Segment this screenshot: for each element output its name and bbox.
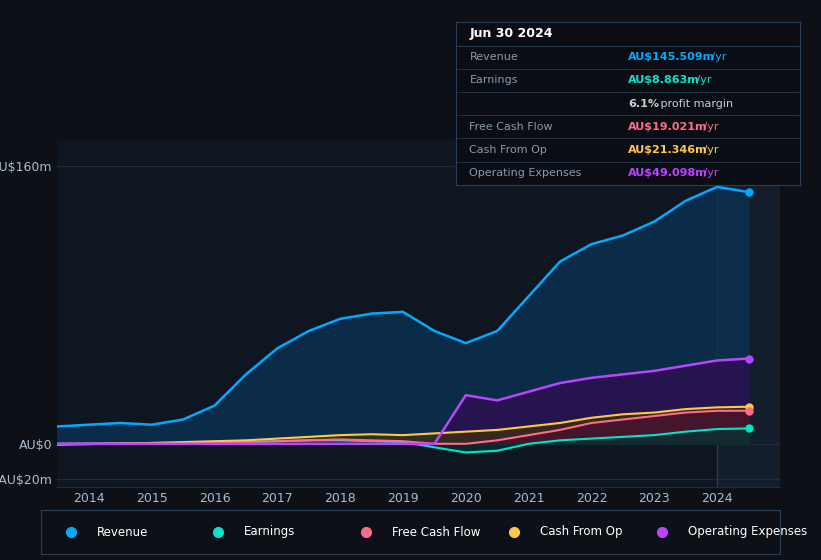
Text: AU$8.863m: AU$8.863m [628, 76, 699, 85]
Text: Free Cash Flow: Free Cash Flow [392, 525, 480, 539]
Text: Jun 30 2024: Jun 30 2024 [470, 27, 553, 40]
Text: Cash From Op: Cash From Op [470, 145, 548, 155]
Text: /yr: /yr [700, 168, 719, 178]
Text: Earnings: Earnings [245, 525, 296, 539]
Text: /yr: /yr [708, 52, 727, 62]
Text: /yr: /yr [700, 145, 719, 155]
Text: AU$145.509m: AU$145.509m [628, 52, 715, 62]
Text: Revenue: Revenue [97, 525, 148, 539]
Text: 6.1%: 6.1% [628, 99, 659, 109]
Bar [717, 140, 780, 487]
Text: Free Cash Flow: Free Cash Flow [470, 122, 553, 132]
Text: Operating Expenses: Operating Expenses [470, 168, 582, 178]
Text: Operating Expenses: Operating Expenses [688, 525, 807, 539]
Text: /yr: /yr [693, 76, 712, 85]
Text: /yr: /yr [700, 122, 719, 132]
Text: profit margin: profit margin [657, 99, 733, 109]
Text: Earnings: Earnings [470, 76, 518, 85]
Text: AU$21.346m: AU$21.346m [628, 145, 708, 155]
Text: Revenue: Revenue [470, 52, 518, 62]
Text: AU$49.098m: AU$49.098m [628, 168, 708, 178]
Text: Cash From Op: Cash From Op [540, 525, 622, 539]
Text: AU$19.021m: AU$19.021m [628, 122, 708, 132]
